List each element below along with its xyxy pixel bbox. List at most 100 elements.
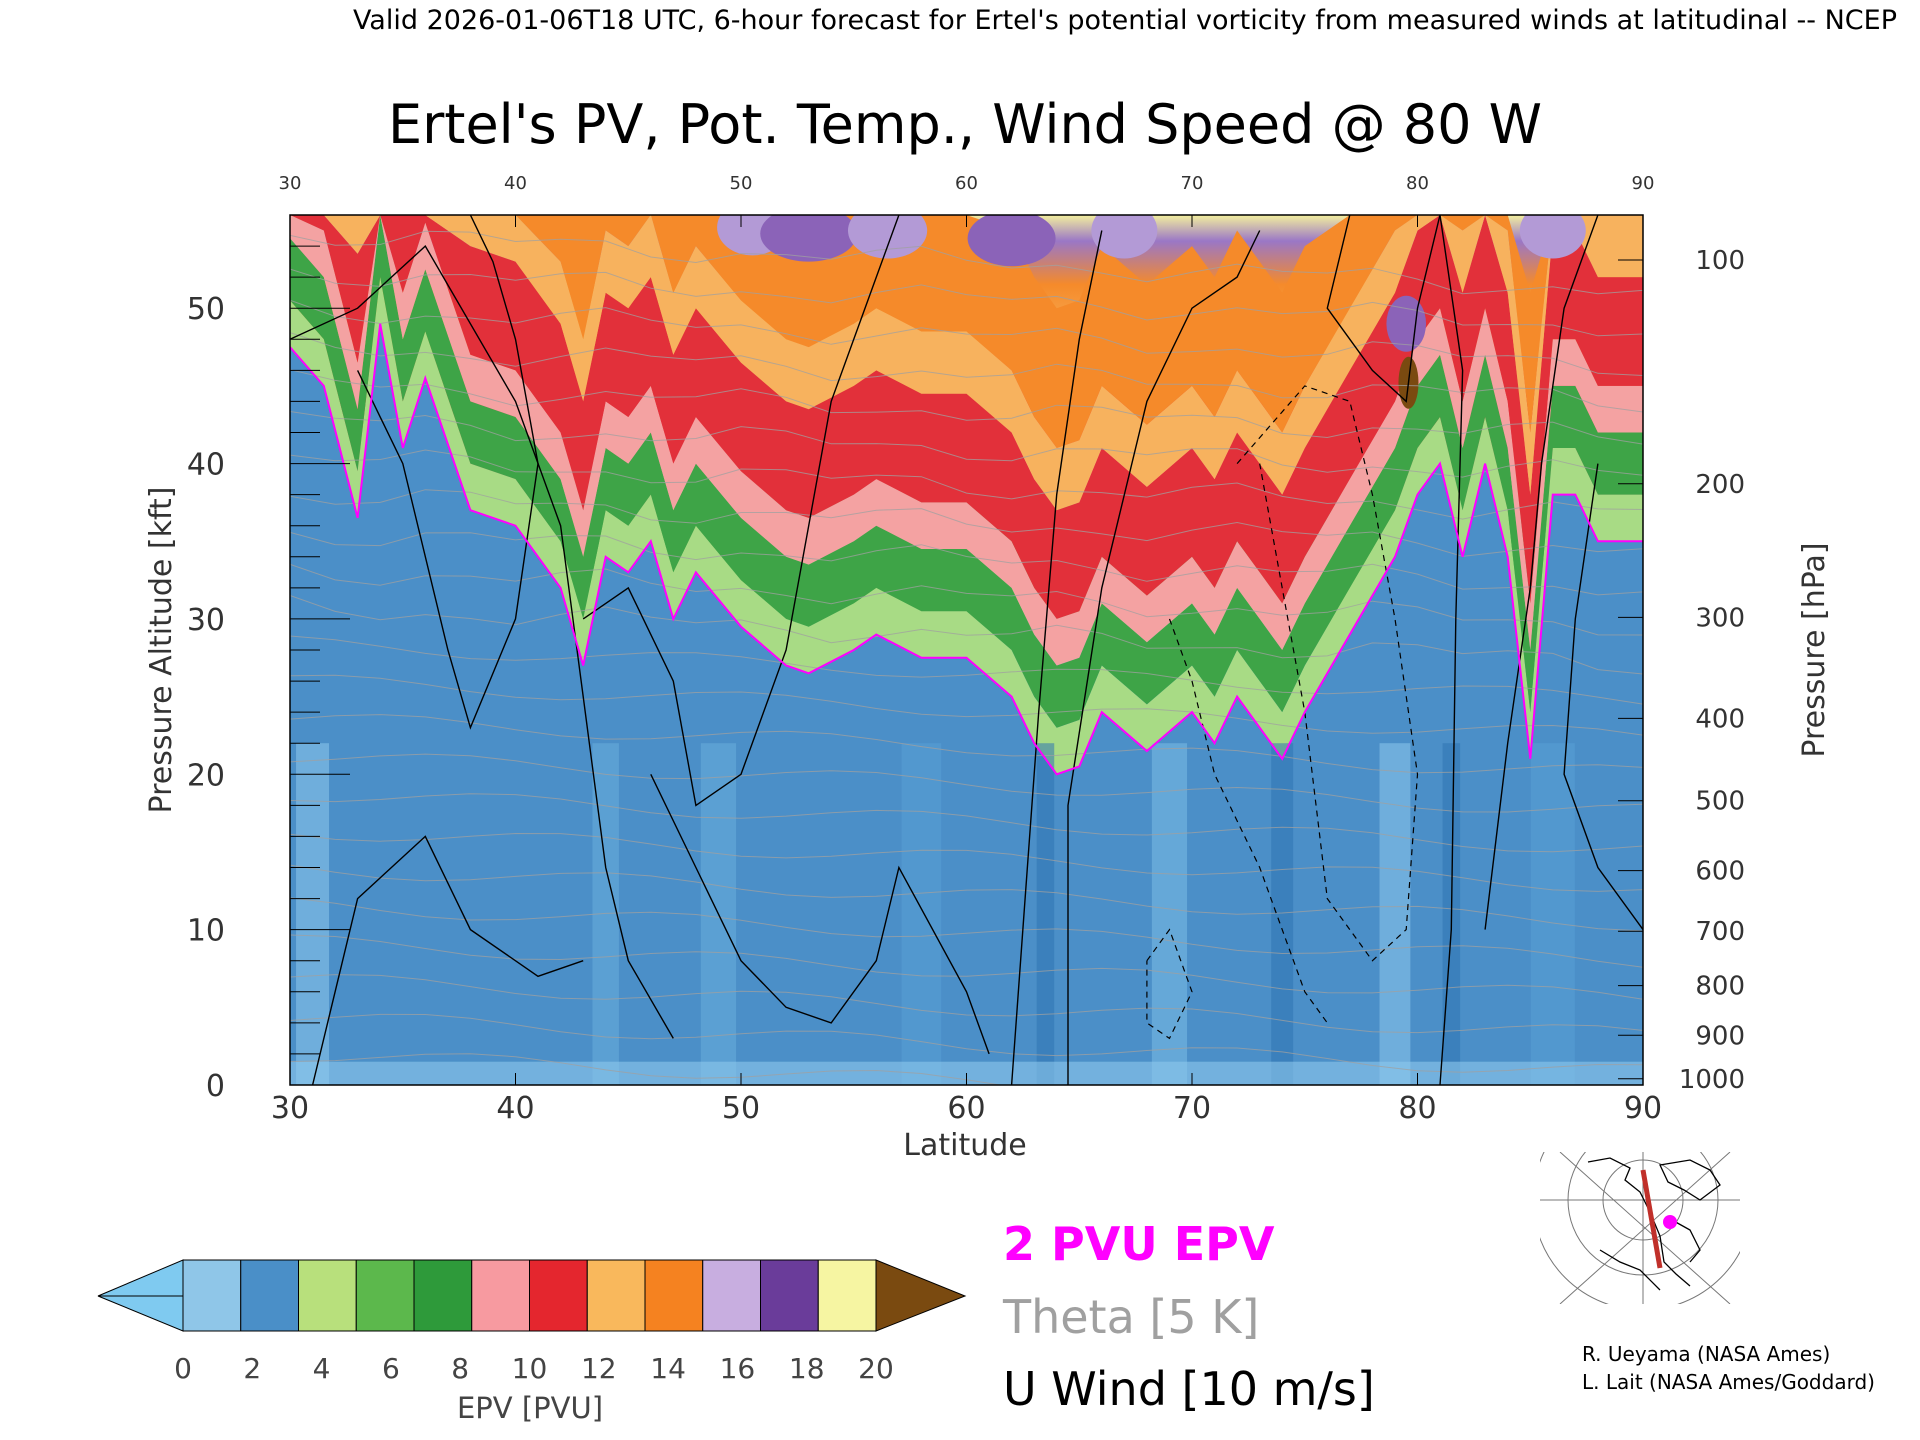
colorbar-cell (355, 1259, 415, 1332)
colorbar-tick-label: 16 (720, 1352, 756, 1385)
x-top-tick-label: 90 (1632, 173, 1655, 194)
y-left-tick-label: 30 (187, 603, 225, 638)
x-top-tick-labels: 30 40 50 60 70 80 90 (279, 173, 1655, 194)
theta-contour-line (290, 230, 1643, 295)
tropo-streak (1271, 743, 1294, 1085)
map-coastlines (1587, 1157, 1721, 1291)
y-left-tick-label: 10 (187, 914, 225, 949)
y-left-tick-label: 50 (187, 292, 225, 327)
u-wind-contour-line (650, 773, 990, 1055)
y-right-tick-label: 800 (1695, 972, 1745, 1002)
legend-u-wind: U Wind [10 m/s] (1003, 1362, 1375, 1416)
colorbar-cell (298, 1259, 357, 1332)
credit-line-1: R. Ueyama (NASA Ames) (1582, 1342, 1830, 1366)
x-top-tick-label: 80 (1406, 173, 1429, 194)
y-right-tick-label: 200 (1695, 470, 1745, 500)
theta-contour-line (290, 369, 1643, 445)
colorbar-tick-label: 0 (174, 1352, 192, 1385)
colorbar-cell (702, 1259, 761, 1332)
colorbar-tick-label: 12 (581, 1352, 617, 1385)
epv-troposphere-fill (290, 323, 1643, 1085)
u-wind-contour-line (356, 215, 539, 730)
band-orange (290, 215, 1643, 448)
y-left-tick-label: 40 (187, 448, 225, 483)
theta-contour-line (290, 832, 1643, 892)
y-right-tick-label: 1000 (1679, 1065, 1745, 1095)
band-light-orange (290, 215, 1643, 511)
x-top-tick-label: 50 (730, 173, 753, 194)
u-wind-contour-line (1326, 215, 1441, 403)
u-wind-contour-line (1439, 215, 1464, 1085)
band-purple-patch (1091, 215, 1158, 259)
colorbar-tick-label: 6 (382, 1352, 400, 1385)
axis-ticks (289, 214, 1644, 1086)
legend-2pvu-epv: 2 PVU EPV (1003, 1217, 1275, 1271)
y-axis-left-label: Pressure Altitude [kft] (144, 487, 179, 814)
u-wind-negative-contour (1168, 618, 1328, 1024)
x-top-tick-label: 30 (279, 173, 302, 194)
y-right-tick-label: 300 (1695, 603, 1745, 633)
y-right-tick-label: 500 (1695, 787, 1745, 817)
theta-contour-line (290, 793, 1643, 853)
x-top-tick-label: 70 (1181, 173, 1204, 194)
credit-line-2: L. Lait (NASA Ames/Goddard) (1582, 1370, 1875, 1394)
theta-contour-line (290, 411, 1643, 478)
u-wind-contour-line (582, 215, 900, 807)
band-purple-patch (1519, 215, 1586, 259)
theta-contour-line (290, 299, 1643, 376)
theta-contour-line (290, 332, 1643, 413)
theta-contour-line (290, 531, 1643, 596)
x-tick-label: 80 (1398, 1091, 1436, 1126)
x-tick-label: 40 (496, 1091, 534, 1126)
band-purple-patch (967, 215, 1056, 267)
y-left-tick-label: 20 (187, 758, 225, 793)
x-tick-labels: 30 40 50 60 70 80 90 (271, 1091, 1662, 1126)
x-tick-label: 50 (722, 1091, 760, 1126)
epv-upper-bands (290, 215, 1643, 775)
tropo-streak (901, 743, 942, 1085)
x-tick-label: 60 (947, 1091, 985, 1126)
colorbar-cell (413, 1259, 473, 1332)
colorbar-tick-label: 18 (789, 1352, 825, 1385)
colorbar-cell (529, 1259, 588, 1332)
theta-contour-line (290, 753, 1643, 813)
theta-contour-line (290, 864, 1643, 932)
band-purple-patch (847, 215, 928, 259)
colorbar-under-triangle-lower (97, 1295, 184, 1332)
y-right-tick-label: 700 (1695, 917, 1745, 947)
u-wind-contour-line (1484, 215, 1599, 930)
colorbar-cell (182, 1259, 242, 1332)
x-tick-label: 30 (271, 1091, 309, 1126)
tropo-streak (1151, 743, 1188, 1085)
band-purple-patch (760, 215, 858, 262)
colorbar-cell (240, 1259, 299, 1332)
y-axis-right-label: Pressure [hPa] (1797, 542, 1832, 757)
colorbar-tick-label: 8 (451, 1352, 469, 1385)
y-right-tick-label: 100 (1695, 246, 1745, 276)
colorbar-tick-label: 2 (243, 1352, 261, 1385)
u-wind-contour-line (1563, 463, 1643, 931)
theta-contour-line (290, 489, 1643, 557)
plot-area (290, 215, 1643, 1085)
x-axis-label: Latitude (903, 1128, 1026, 1163)
y-left-tick-labels: 0 10 20 30 40 50 (187, 292, 225, 1104)
theta-contour-line (290, 1013, 1643, 1073)
theta-contour-line (290, 934, 1643, 1000)
valid-time-header: Valid 2026-01-06T18 UTC, 6-hour forecast… (353, 5, 1897, 36)
x-tick-label: 70 (1173, 1091, 1211, 1126)
colorbar-over-triangle (875, 1259, 967, 1332)
colorbar-tick-label: 20 (858, 1352, 894, 1385)
y-right-tick-label: 400 (1695, 704, 1745, 734)
u-wind-contour-line (311, 835, 584, 1085)
band-red (290, 215, 1643, 619)
y-left-tick-label: 0 (206, 1069, 225, 1104)
theta-contour-line (290, 595, 1643, 675)
theta-contour-line (290, 974, 1643, 1034)
u-wind-contour-line (1010, 230, 1103, 1085)
y-right-tick-label: 600 (1695, 857, 1745, 887)
legend-theta: Theta [5 K] (1002, 1290, 1259, 1344)
tropo-streak (1530, 743, 1575, 1085)
colorbar-tick-label: 4 (313, 1352, 331, 1385)
u-wind-contour-line (1067, 230, 1261, 1085)
colorbar-cell (586, 1259, 646, 1332)
